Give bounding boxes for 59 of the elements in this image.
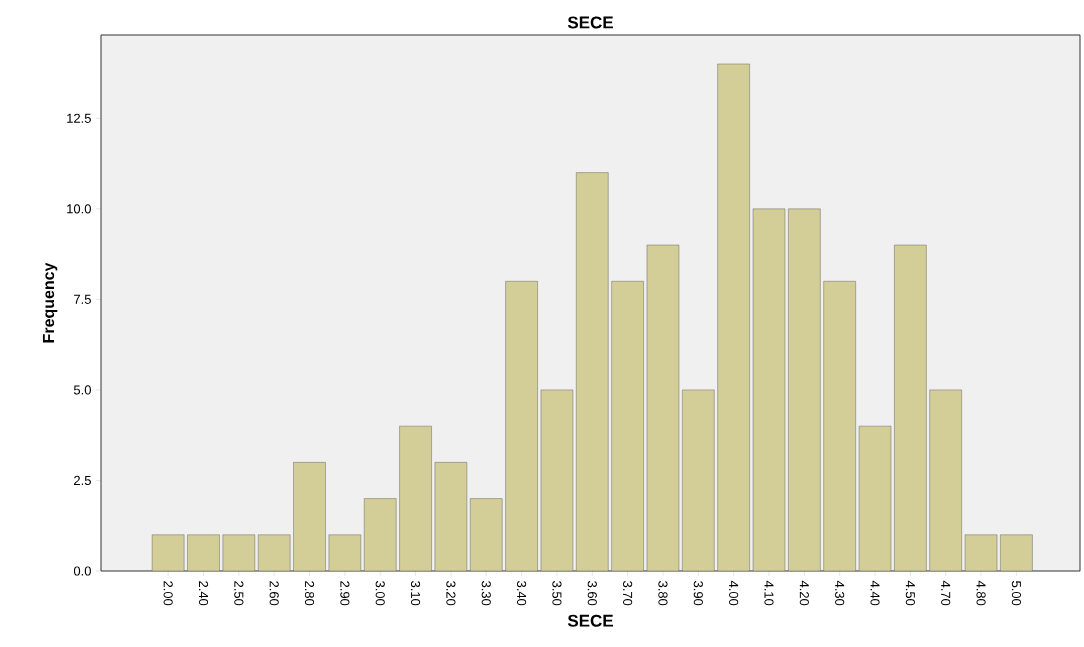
x-tick-label: 2.60 (269, 581, 279, 606)
bar (364, 498, 397, 571)
x-tick-label: 4.30 (835, 580, 845, 606)
bar (434, 462, 467, 571)
bar (611, 281, 644, 571)
x-tick-label: 2.50 (234, 581, 244, 606)
y-tick-label: 12.5 (67, 113, 91, 123)
x-tick-label: 2.00 (163, 581, 173, 606)
bar (646, 245, 679, 571)
bar (540, 389, 573, 571)
x-axis-title: SECE (567, 614, 613, 627)
bar (717, 63, 750, 571)
bar (399, 426, 432, 571)
bar (576, 172, 609, 571)
x-tick-label: 3.00 (375, 581, 385, 606)
bar (187, 534, 220, 571)
bar (965, 534, 998, 571)
x-tick-label: 4.70 (941, 580, 951, 606)
bar (682, 389, 715, 571)
bar (823, 281, 856, 571)
bar (293, 462, 326, 571)
chart-title: SECE (567, 16, 613, 29)
x-tick-label: 4.20 (799, 580, 809, 606)
x-tick-label: 3.50 (552, 581, 562, 606)
x-tick-label: 3.10 (410, 581, 421, 606)
bar (859, 426, 892, 571)
bar (788, 208, 821, 571)
y-tick-label: 0.0 (73, 566, 91, 576)
x-tick-label: 3.70 (623, 581, 633, 606)
x-tick-label: 5.00 (1011, 581, 1021, 606)
bar (752, 208, 785, 571)
x-tick-label: 4.00 (729, 580, 739, 606)
y-tick-label: 7.5 (74, 294, 91, 304)
x-tick-label: 3.90 (693, 581, 703, 606)
x-tick-label: 2.40 (198, 581, 209, 606)
x-tick-label: 3.60 (587, 581, 597, 606)
x-tick-label: 3.40 (516, 581, 527, 606)
bar (258, 534, 291, 571)
bar (1000, 534, 1033, 571)
bar (222, 534, 255, 571)
y-tick-label: 10.0 (67, 204, 91, 214)
x-tick-label: 4.40 (870, 580, 880, 606)
bar (894, 245, 927, 571)
y-tick-label: 2.5 (74, 475, 91, 486)
y-tick-label: 5.0 (73, 385, 91, 395)
x-tick-label: 4.50 (905, 580, 915, 606)
x-tick-label: 3.20 (446, 581, 456, 606)
x-tick-label: 2.80 (304, 581, 315, 606)
bar (929, 389, 962, 571)
x-tick-label: 3.30 (481, 581, 491, 606)
bar (328, 534, 361, 571)
y-axis-title: Frequency (42, 262, 58, 343)
x-tick-label: 4.80 (976, 580, 986, 606)
x-tick-label: 4.10 (764, 580, 774, 606)
bar (470, 498, 503, 571)
x-tick-label: 2.90 (340, 581, 350, 606)
bar (152, 534, 185, 571)
x-tick-label: 3.80 (658, 581, 668, 606)
bar (505, 281, 538, 571)
